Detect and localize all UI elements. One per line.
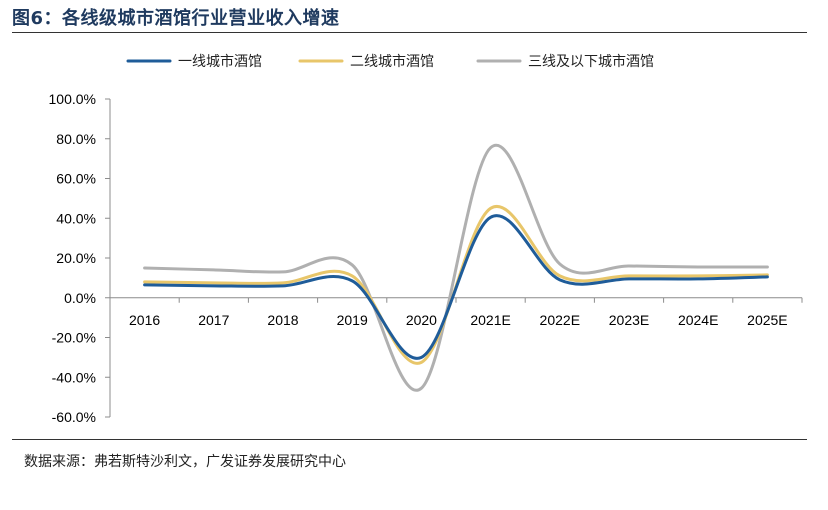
y-tick-label: -60.0% [52,409,96,425]
x-axis: 2016 2017 2018 2019 2020 2021E 2022E 2023E 2024E… [109,297,803,328]
series-line-3 [143,143,769,392]
x-tick-label: 2025E [747,312,787,328]
x-tick-label: 2023E [609,312,649,328]
legend-label-2: 二线城市酒馆 [350,53,434,70]
y-tick-label: 0.0% [64,290,96,306]
y-tick-label: -20.0% [52,330,96,346]
series-line-1 [143,214,769,360]
x-tick-label: 2024E [678,312,718,328]
figure-title: 图6：各线级城市酒馆行业营业收入增速 [12,8,340,29]
y-tick-label: 100.0% [49,91,96,107]
source-note: 数据来源：弗若斯特沙利文，广发证券发展研究中心 [24,454,346,470]
title-rule [12,32,807,33]
y-tick-label: 80.0% [56,131,96,147]
y-tick-label: 20.0% [56,250,96,266]
y-axis: 100.0% 80.0% 60.0% 40.0% 20.0% 0.0% -20.0% -40.… [49,91,111,425]
x-tick-label: 2020 [406,312,437,328]
line-chart: 一线城市酒馆 二线城市酒馆 三线及以下城市酒馆 100.0% 80.0% 60.0% 40… [49,53,803,425]
x-tick-label: 2017 [198,312,229,328]
x-tick-label: 2021E [470,312,510,328]
x-tick-label: 2018 [267,312,298,328]
x-tick-label: 2019 [337,312,368,328]
y-tick-label: -40.0% [52,369,96,385]
legend-label-3: 三线及以下城市酒馆 [528,53,654,70]
y-tick-label: 60.0% [56,171,96,187]
bottom-rule [12,439,807,440]
x-tick-label: 2016 [129,312,160,328]
series-lines [143,143,769,392]
y-tick-label: 40.0% [56,210,96,226]
chart-legend: 一线城市酒馆 二线城市酒馆 三线及以下城市酒馆 [126,53,654,70]
legend-label-1: 一线城市酒馆 [178,53,262,70]
x-tick-label: 2022E [540,312,580,328]
